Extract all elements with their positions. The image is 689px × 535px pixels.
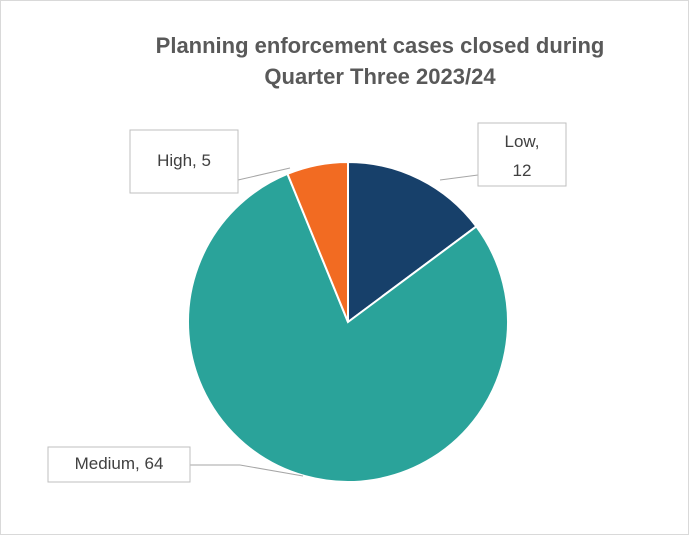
pie-slice — [187, 172, 509, 483]
data-label: Low, 12 — [505, 132, 540, 180]
data-label-box — [129, 129, 239, 194]
leader-line — [237, 167, 291, 181]
data-label-box — [477, 122, 567, 187]
leader-line — [190, 464, 304, 477]
leader-line — [439, 174, 479, 181]
pie-slice — [286, 160, 349, 323]
chart-title: Planning enforcement cases closed during… — [156, 33, 605, 89]
data-label-box — [47, 446, 191, 483]
data-label: High, 5 — [157, 151, 211, 170]
pie-slice — [347, 160, 478, 324]
data-label: Medium, 64 — [75, 454, 164, 473]
